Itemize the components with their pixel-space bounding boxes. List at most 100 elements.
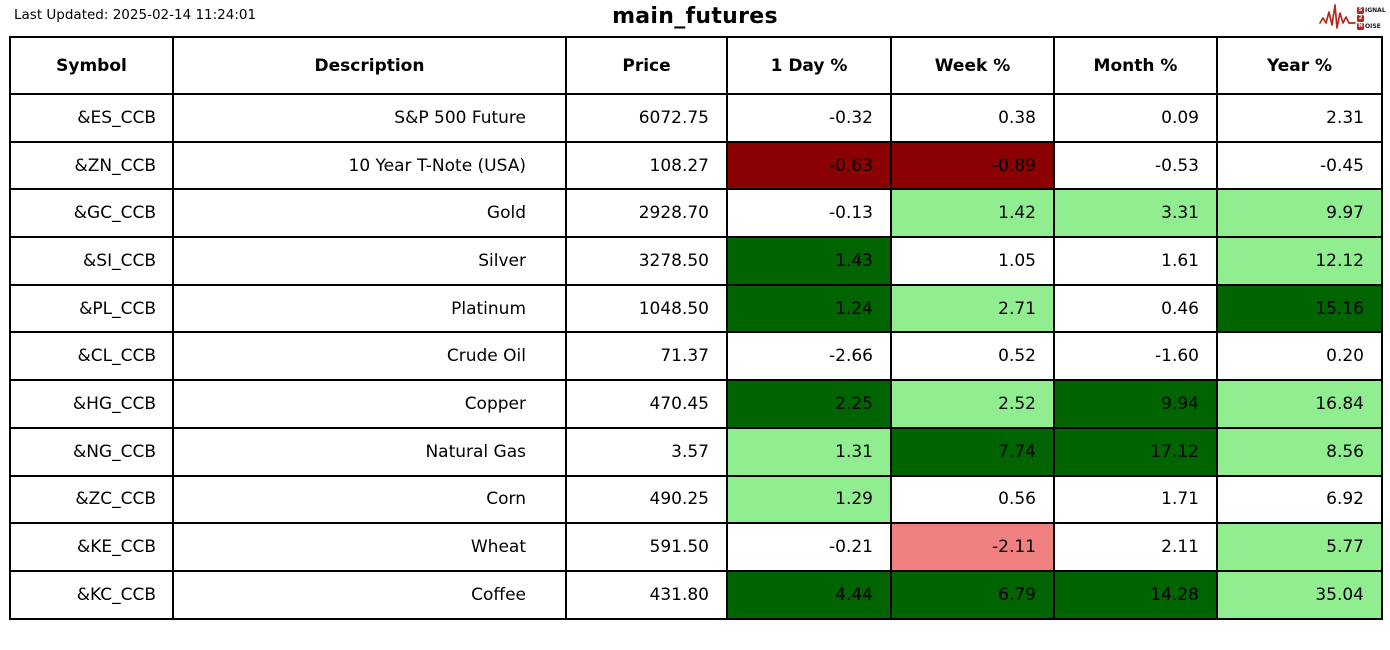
pct-year-cell: 16.84 xyxy=(1216,379,1383,429)
pct-week-cell: 2.71 xyxy=(890,283,1055,334)
column-header-price: Price xyxy=(565,36,728,95)
symbol-cell: &CL_CCB xyxy=(9,331,174,382)
column-header-month: Month % xyxy=(1053,36,1218,95)
table-row: &SI_CCB Silver 3278.50 1.43 1.05 1.61 12.12 xyxy=(9,236,1383,286)
table-row: &PL_CCB Platinum 1048.50 1.24 2.71 0.46 15.16 xyxy=(9,283,1383,334)
table-row: &ZC_CCB Corn 490.25 1.29 0.56 1.71 6.92 xyxy=(9,474,1383,525)
description-cell: Silver xyxy=(172,236,567,286)
pct-week-cell: 0.52 xyxy=(890,331,1055,382)
pct-1day-cell: -0.32 xyxy=(726,93,892,143)
logo-line-2: 2 xyxy=(1357,14,1364,22)
table-body: &ES_CCB S&P 500 Future 6072.75 -0.32 0.38 0.0… xyxy=(9,93,1383,620)
signal2noise-logo: S IGNAL 2 N OISE xyxy=(1319,1,1386,35)
symbol-cell: &ZC_CCB xyxy=(9,474,174,525)
pct-year-cell: -0.45 xyxy=(1216,140,1383,191)
symbol-cell: &HG_CCB xyxy=(9,379,174,429)
symbol-cell: &NG_CCB xyxy=(9,426,174,477)
pct-month-cell: 14.28 xyxy=(1053,569,1218,620)
pct-1day-cell: 4.44 xyxy=(726,569,892,620)
table-row: &ES_CCB S&P 500 Future 6072.75 -0.32 0.38 0.0… xyxy=(9,93,1383,143)
pct-year-cell: 12.12 xyxy=(1216,236,1383,286)
pct-1day-cell: -0.13 xyxy=(726,188,892,239)
price-cell: 431.80 xyxy=(565,569,728,620)
symbol-cell: &SI_CCB xyxy=(9,236,174,286)
pct-week-cell: -2.11 xyxy=(890,522,1055,572)
price-cell: 108.27 xyxy=(565,140,728,191)
pct-year-cell: 6.92 xyxy=(1216,474,1383,525)
logo-line-noise: N OISE xyxy=(1357,22,1381,30)
pct-week-cell: 0.56 xyxy=(890,474,1055,525)
pct-1day-cell: -0.63 xyxy=(726,140,892,191)
pct-year-cell: 9.97 xyxy=(1216,188,1383,239)
pct-month-cell: 17.12 xyxy=(1053,426,1218,477)
pct-week-cell: 1.05 xyxy=(890,236,1055,286)
pct-1day-cell: 1.24 xyxy=(726,283,892,334)
pct-month-cell: 1.61 xyxy=(1053,236,1218,286)
pct-1day-cell: 1.31 xyxy=(726,426,892,477)
pct-month-cell: 0.46 xyxy=(1053,283,1218,334)
logo-line-signal: S IGNAL xyxy=(1357,6,1386,14)
table-row: &ZN_CCB 10 Year T-Note (USA) 108.27 -0.63 -0… xyxy=(9,140,1383,191)
pct-year-cell: 8.56 xyxy=(1216,426,1383,477)
description-cell: Coffee xyxy=(172,569,567,620)
description-cell: Gold xyxy=(172,188,567,239)
description-cell: Platinum xyxy=(172,283,567,334)
column-header-week: Week % xyxy=(890,36,1055,95)
futures-table: Symbol Description Price 1 Day % Week % … xyxy=(9,36,1383,620)
pct-month-cell: -0.53 xyxy=(1053,140,1218,191)
description-cell: Copper xyxy=(172,379,567,429)
table-row: &HG_CCB Copper 470.45 2.25 2.52 9.94 16.84 xyxy=(9,379,1383,429)
symbol-cell: &GC_CCB xyxy=(9,188,174,239)
pct-month-cell: -1.60 xyxy=(1053,331,1218,382)
pct-month-cell: 2.11 xyxy=(1053,522,1218,572)
pct-week-cell: 6.79 xyxy=(890,569,1055,620)
price-cell: 71.37 xyxy=(565,331,728,382)
table-row: &CL_CCB Crude Oil 71.37 -2.66 0.52 -1.60 0.20 xyxy=(9,331,1383,382)
column-header-description: Description xyxy=(172,36,567,95)
column-header-1day: 1 Day % xyxy=(726,36,892,95)
table-row: &NG_CCB Natural Gas 3.57 1.31 7.74 17.12 8.56 xyxy=(9,426,1383,477)
pct-week-cell: 2.52 xyxy=(890,379,1055,429)
price-cell: 490.25 xyxy=(565,474,728,525)
symbol-cell: &ZN_CCB xyxy=(9,140,174,191)
pct-year-cell: 0.20 xyxy=(1216,331,1383,382)
description-cell: 10 Year T-Note (USA) xyxy=(172,140,567,191)
pct-week-cell: -0.89 xyxy=(890,140,1055,191)
last-updated-text: Last Updated: 2025-02-14 11:24:01 xyxy=(14,7,257,23)
column-header-year: Year % xyxy=(1216,36,1383,95)
description-cell: S&P 500 Future xyxy=(172,93,567,143)
price-cell: 3.57 xyxy=(565,426,728,477)
description-cell: Crude Oil xyxy=(172,331,567,382)
pct-year-cell: 5.77 xyxy=(1216,522,1383,572)
pct-month-cell: 3.31 xyxy=(1053,188,1218,239)
price-cell: 3278.50 xyxy=(565,236,728,286)
pct-month-cell: 1.71 xyxy=(1053,474,1218,525)
pct-week-cell: 7.74 xyxy=(890,426,1055,477)
pct-year-cell: 2.31 xyxy=(1216,93,1383,143)
price-cell: 1048.50 xyxy=(565,283,728,334)
pct-1day-cell: 2.25 xyxy=(726,379,892,429)
pct-1day-cell: 1.29 xyxy=(726,474,892,525)
page-title: main_futures xyxy=(612,4,778,29)
pct-year-cell: 15.16 xyxy=(1216,283,1383,334)
pct-month-cell: 9.94 xyxy=(1053,379,1218,429)
pct-week-cell: 0.38 xyxy=(890,93,1055,143)
pct-year-cell: 35.04 xyxy=(1216,569,1383,620)
pct-1day-cell: -2.66 xyxy=(726,331,892,382)
pct-1day-cell: -0.21 xyxy=(726,522,892,572)
description-cell: Corn xyxy=(172,474,567,525)
price-cell: 470.45 xyxy=(565,379,728,429)
description-cell: Wheat xyxy=(172,522,567,572)
pct-week-cell: 1.42 xyxy=(890,188,1055,239)
table-row: &KE_CCB Wheat 591.50 -0.21 -2.11 2.11 5.77 xyxy=(9,522,1383,572)
price-cell: 2928.70 xyxy=(565,188,728,239)
logo-text: S IGNAL 2 N OISE xyxy=(1357,6,1386,30)
table-row: &GC_CCB Gold 2928.70 -0.13 1.42 3.31 9.97 xyxy=(9,188,1383,239)
price-cell: 591.50 xyxy=(565,522,728,572)
waveform-icon xyxy=(1319,1,1356,35)
header-row: Symbol Description Price 1 Day % Week % … xyxy=(9,36,1383,95)
price-cell: 6072.75 xyxy=(565,93,728,143)
pct-1day-cell: 1.43 xyxy=(726,236,892,286)
description-cell: Natural Gas xyxy=(172,426,567,477)
symbol-cell: &KC_CCB xyxy=(9,569,174,620)
